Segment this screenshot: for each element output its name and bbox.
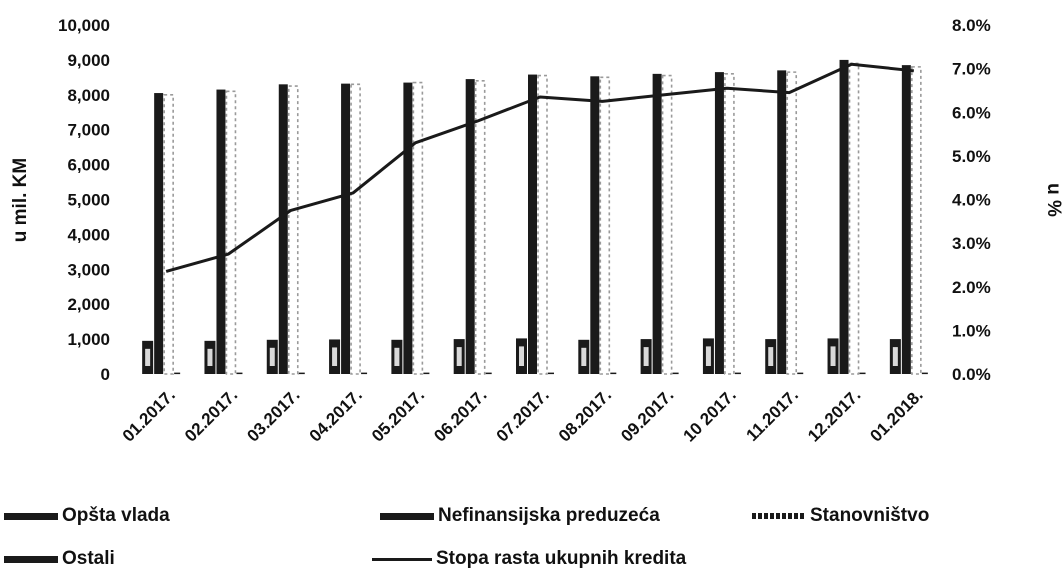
x-tick-label: 05.2017. [368,385,428,445]
y2-axis-title: u % [1043,183,1063,217]
bar-stanovnistvo [848,62,860,375]
bar-nefinansijska [590,76,600,374]
bar-nefinansijska [216,89,226,374]
y2-tick-label: 1.0% [952,321,991,340]
bar-opsta-vlada-highlight [269,347,275,366]
y-tick-label: 3,000 [67,260,110,279]
y2-tick-label: 7.0% [952,60,991,79]
bar-ostali [610,372,617,375]
bar-opsta-vlada-highlight [394,347,400,366]
bar-ostali [921,372,928,375]
bar-series [142,59,928,375]
bar-stanovnistvo [911,66,922,375]
y-tick-label: 6,000 [67,156,110,175]
y2-tick-label: 4.0% [952,191,991,210]
x-tick-label: 01.2018. [866,385,926,445]
y-tick-label: 5,000 [67,191,110,210]
x-tick-label: 09.2017. [617,385,677,445]
y2-tick-label: 0.0% [952,365,991,384]
bar-ostali [485,372,492,375]
bar-opsta-vlada-highlight [768,347,774,366]
x-tick-label: 03.2017. [243,385,303,445]
bar-stanovnistvo [350,83,361,375]
y2-tick-label: 3.0% [952,234,991,253]
bar-nefinansijska [528,74,537,375]
bar-nefinansijska [341,83,351,374]
bar-ostali [236,372,243,375]
bar-nefinansijska [714,72,724,375]
bar-stanovnistvo [474,80,486,375]
bar-opsta-vlada-highlight [145,348,151,366]
y-tick-label: 2,000 [67,295,110,314]
y-tick-label: 7,000 [67,121,110,140]
bar-stanovnistvo [287,85,299,375]
x-tick-label: 04.2017. [306,385,366,445]
y-tick-label: 0 [101,365,110,384]
bar-ostali [548,372,554,375]
bar-opsta-vlada-highlight [643,347,649,366]
y-tick-label: 10,000 [58,16,110,35]
bar-ostali [423,372,430,375]
y-tick-label: 4,000 [67,225,110,244]
bar-nefinansijska [839,59,849,375]
bar-nefinansijska [154,93,164,375]
bar-nefinansijska [465,79,475,374]
bar-stanovnistvo [537,74,548,375]
x-tick-label: 02.2017. [181,385,241,445]
x-tick-label: 08.2017. [555,385,615,445]
y2-tick-label: 8.0% [952,16,991,35]
right-axis-ticks: 0.0% 1.0% 2.0% 3.0% 4.0% 5.0% 6.0% 7.0% 8.0% [952,16,991,384]
bar-opsta-vlada-highlight [456,347,462,366]
y-tick-label: 1,000 [67,330,110,349]
bar-ostali [298,372,305,375]
bar-opsta-vlada-highlight [830,346,836,366]
growth-rate-series [165,62,915,273]
bar-ostali [859,372,866,375]
line-stopa-rasta [165,62,915,273]
bar-nefinansijska [652,73,662,375]
bar-opsta-vlada-highlight [207,348,213,366]
bar-ostali [672,372,679,375]
bar-stanovnistvo [599,76,611,375]
y-axis-title: u mil. KM [10,158,31,242]
x-axis-ticks: 01.2017. 02.2017. 03.2017. 04.2017. 05.2017.… [119,385,927,445]
y2-tick-label: 2.0% [952,278,991,297]
y2-tick-label: 5.0% [952,147,991,166]
y2-tick-label: 6.0% [952,103,991,122]
bar-opsta-vlada-highlight [332,347,338,366]
bar-stanovnistvo [661,74,673,375]
y-tick-label: 8,000 [67,86,110,105]
bar-stanovnistvo [724,73,735,375]
bar-stanovnistvo [225,90,237,375]
x-tick-label: 10 2017. [680,385,740,445]
x-tick-label: 11.2017. [742,385,802,445]
bar-ostali [734,372,741,375]
bar-stanovnistvo [786,71,798,375]
bar-ostali [797,372,804,375]
x-tick-label: 07.2017. [493,385,553,445]
bar-nefinansijska [403,82,413,375]
bar-stanovnistvo [163,94,174,375]
bar-nefinansijska [777,70,787,375]
bar-opsta-vlada-highlight [581,347,587,366]
y-tick-label: 9,000 [67,51,110,70]
bar-nefinansijska [901,65,911,374]
bar-opsta-vlada-highlight [519,346,524,366]
bar-ostali [361,372,368,375]
bar-opsta-vlada-highlight [705,346,711,366]
bar-nefinansijska [278,84,288,374]
bar-ostali [174,372,181,375]
x-tick-label: 06.2017. [430,385,490,445]
x-tick-label: 01.2017. [119,385,179,445]
bar-stanovnistvo [412,81,424,375]
bar-opsta-vlada-highlight [892,347,898,366]
x-tick-label: 12.2017. [804,385,864,445]
left-axis-ticks: 0 1,000 2,000 3,000 4,000 5,000 6,000 7,000 8,00… [58,16,110,384]
